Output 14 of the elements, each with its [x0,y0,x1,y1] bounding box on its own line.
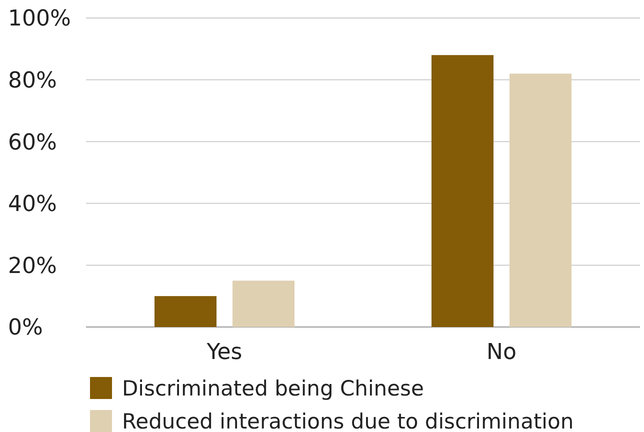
y-tick-label: 40% [8,192,57,218]
legend-label: Discriminated being Chinese [122,376,424,400]
bar [232,280,294,327]
y-tick-label: 80% [8,68,57,94]
bar [510,74,572,327]
y-tick-label: 60% [8,130,57,156]
y-tick-label: 20% [8,254,57,279]
y-tick-label: 0% [8,316,43,341]
legend-label: Reduced interactions due to discrimination [122,409,574,432]
x-tick-label: Yes [206,340,242,365]
bar [432,55,494,327]
y-tick-label: 100% [8,6,71,32]
bar [154,296,216,327]
x-tick-label: No [486,340,516,365]
